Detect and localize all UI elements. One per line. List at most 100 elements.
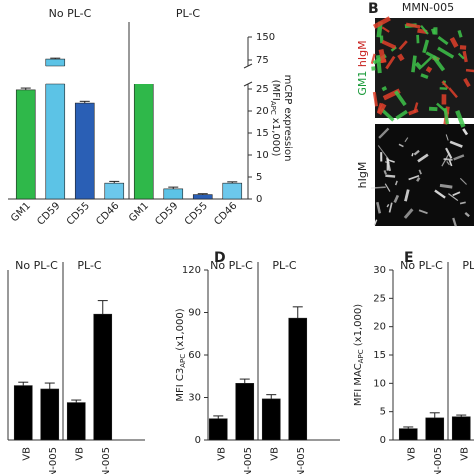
bar: [104, 182, 125, 200]
cell: [441, 80, 450, 89]
cell: [370, 186, 386, 189]
cell: [422, 39, 430, 54]
cell: [431, 55, 446, 72]
y-axis-title-part: (x1,000): [353, 304, 364, 350]
cell: [370, 53, 376, 64]
cell: [372, 91, 378, 107]
y-axis-title-part: MFI MAC: [353, 363, 364, 406]
y-tick-label: 60: [188, 350, 201, 361]
cell: [381, 39, 397, 50]
y-tick-label: 25: [256, 84, 269, 95]
bar: [451, 416, 471, 441]
x-tick-label: MMN-005: [48, 447, 59, 474]
cell: [416, 34, 420, 44]
cell: [376, 201, 382, 214]
cell: [452, 217, 457, 227]
cell: [373, 219, 378, 226]
micrograph-merge: [375, 18, 474, 118]
bar: [261, 398, 281, 441]
y-axis-title: MFI C3APC (x1,000): [175, 308, 187, 401]
bar: [192, 194, 213, 200]
x-tick-label: MMN-005: [296, 447, 307, 474]
group-label: PL-C: [462, 259, 474, 272]
cell: [416, 177, 421, 182]
cell: [380, 107, 395, 122]
bar: [235, 383, 255, 441]
x-tick-label: VB: [74, 447, 85, 461]
panel-label: D: [214, 250, 226, 266]
cell: [464, 211, 470, 218]
cell: [462, 50, 468, 63]
cell: [408, 174, 420, 181]
cell: [431, 28, 436, 35]
y-tick-label: 20: [256, 106, 269, 117]
stain-gm1: GM1: [356, 71, 369, 96]
y-tick-label: 75: [256, 55, 269, 66]
stain-higm: hIgM: [356, 40, 369, 67]
x-tick-label: VB: [269, 447, 280, 461]
y-axis-title: MFI MACAPC (x1,000): [353, 304, 365, 406]
y-tick-label: 30: [373, 265, 386, 276]
image-title: MMN-005: [402, 1, 454, 14]
y-tick-label: 30: [188, 393, 201, 404]
y-tick-label: 10: [256, 150, 269, 161]
bar: [163, 188, 184, 200]
x-tick-label: VB: [459, 447, 470, 461]
cell: [384, 183, 391, 192]
cell: [383, 170, 387, 175]
bar: [208, 418, 228, 441]
cell: [371, 66, 376, 71]
bar: [398, 428, 418, 441]
bar: [15, 89, 36, 200]
cell: [441, 153, 450, 167]
cell: [437, 46, 455, 59]
y-tick-label: 90: [188, 308, 201, 319]
stain-label: GM1 hIgM: [356, 40, 369, 95]
cell: [379, 35, 384, 44]
cell: [459, 177, 467, 185]
cell: [457, 29, 463, 38]
cell: [395, 109, 408, 120]
cell: [414, 61, 423, 70]
group-label: PL-C: [176, 7, 201, 20]
cell: [463, 77, 471, 88]
y-tick-label: 5: [256, 172, 262, 183]
y-axis-title-part: (x1,000): [175, 308, 186, 354]
cell: [425, 66, 433, 73]
panel-label: E: [404, 250, 414, 266]
cell: [408, 108, 419, 116]
cell: [378, 48, 387, 64]
cell: [417, 153, 429, 163]
bar: [288, 317, 308, 441]
cell: [405, 22, 421, 29]
cell: [385, 55, 396, 70]
cell: [459, 201, 466, 205]
cell: [376, 103, 387, 115]
cell: [411, 55, 417, 73]
cell: [439, 183, 453, 189]
cell: [398, 143, 404, 148]
cell: [455, 110, 466, 128]
y-tick-label: 15: [256, 128, 269, 139]
y-axis-title-part: MFI C3: [175, 368, 186, 402]
cell: [448, 87, 458, 99]
y-tick-label: 0: [195, 435, 201, 446]
bar: [425, 417, 445, 441]
y-tick-label: 20: [373, 322, 386, 333]
bar: [222, 182, 243, 200]
cell: [421, 56, 433, 68]
cell: [459, 45, 467, 50]
y-axis-title-part: x1,000): [270, 115, 281, 157]
cell: [404, 189, 410, 202]
group-label: No PL-C: [400, 259, 443, 272]
y-axis-title: mCRP expression(MFIAPC x1,000): [269, 75, 293, 162]
cell: [449, 36, 459, 48]
panel-label: B: [368, 1, 379, 17]
y-tick-label: 10: [373, 378, 386, 389]
cell: [441, 94, 447, 105]
y-axis-title-sub: APC: [269, 101, 277, 115]
cell: [394, 90, 407, 107]
bar: [133, 73, 154, 200]
bar: [66, 402, 86, 441]
